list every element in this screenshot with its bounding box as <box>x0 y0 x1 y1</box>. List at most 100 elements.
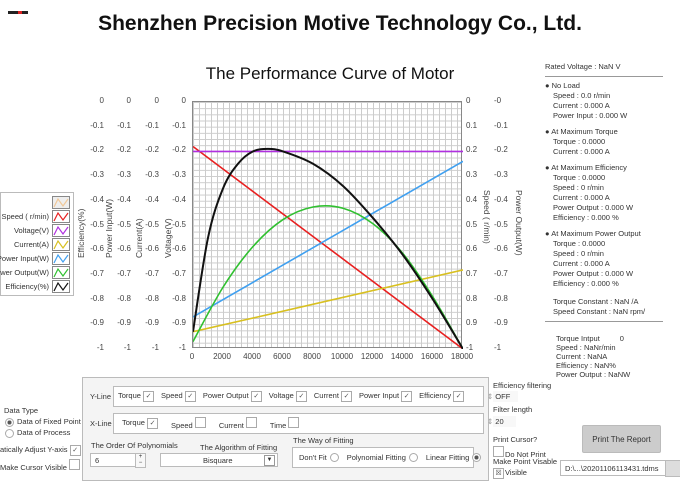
torque-input-value[interactable]: 0 <box>619 334 624 343</box>
y-tick-label: -0.5 <box>172 219 186 229</box>
visible-checkbox[interactable]: ☒ Visible <box>493 468 527 479</box>
legend-label: Current(A) <box>13 240 49 249</box>
xline-option[interactable]: Time <box>270 417 303 430</box>
y-tick-label: -0.6 <box>90 244 104 254</box>
y-tick-label: 0 <box>466 96 471 105</box>
y-axis-label: Speed ( r/min) <box>482 190 492 244</box>
eff-filter-label: Efficiency filtering <box>493 381 552 390</box>
cursor-current: Current : NaNA <box>556 352 608 361</box>
folder-icon[interactable] <box>665 460 680 477</box>
y-tick-label: -0.4 <box>494 194 508 204</box>
info-line: Power Output : 0.000 W <box>553 269 634 278</box>
y-tick-label: -0 <box>494 96 502 105</box>
y-tick-label: -0.4 <box>172 194 186 204</box>
info-block-title: ● At Maximum Power Output <box>545 229 641 238</box>
eff-filter-control[interactable]: ⇕ OFF <box>487 391 519 402</box>
y-tick-label: -0.4 <box>90 194 104 204</box>
y-tick-label: 0 <box>99 96 104 105</box>
info-block-max-torque: ● At Maximum Torque Torque : 0.0000 Curren… <box>545 127 663 157</box>
info-block-title: ● At Maximum Efficiency <box>545 163 627 172</box>
info-line: Torque : 0.0000 <box>553 239 606 248</box>
y-tick-label: -0.8 <box>90 293 104 303</box>
filter-len-control[interactable]: ⇕ 20 <box>487 416 516 427</box>
data-type-process[interactable]: Data of Process <box>2 428 70 438</box>
info-line: Current : 0.000 A <box>553 193 610 202</box>
y-axis-label: Voltage(V) <box>163 218 173 258</box>
y-tick-label: -0.5 <box>494 219 508 229</box>
y-tick-label: -0.8 <box>172 293 186 303</box>
legend-item[interactable]: Voltage(V) <box>14 224 70 237</box>
cursor-efficiency: Efficiency : NaN% <box>556 361 616 370</box>
series-line-efficiency--- <box>193 147 463 349</box>
y-tick-label: -0.8 <box>494 293 508 303</box>
y-tick-label: -0.3 <box>494 170 508 180</box>
yline-option[interactable]: Power Output ✓ <box>203 391 266 402</box>
yline-option[interactable]: Current ✓ <box>314 391 356 402</box>
file-path-input[interactable]: D:\...\20201106113431.tdms <box>560 460 666 476</box>
yline-option[interactable]: Speed ✓ <box>161 391 200 402</box>
do-not-print-checkbox[interactable]: Do Not Print <box>493 446 546 459</box>
xline-option[interactable]: Current <box>219 417 261 430</box>
auto-adjust-y[interactable]: atically Adjust Y-axis ✓ <box>0 445 85 456</box>
y-tick-label: -0.5 <box>90 219 104 229</box>
yline-option[interactable]: Voltage ✓ <box>269 391 311 402</box>
print-report-button[interactable]: Print The Report <box>582 425 661 453</box>
yline-option[interactable]: Power Input ✓ <box>359 391 416 402</box>
y-tick-label: -0.9 <box>494 318 508 328</box>
plot-area[interactable] <box>192 101 463 349</box>
algo-select[interactable]: Bisquare ▼ <box>160 453 278 467</box>
legend-item[interactable]: Efficiency(%) <box>5 280 70 293</box>
y-tick-label: -0.4 <box>145 194 159 204</box>
legend-item[interactable] <box>49 196 70 209</box>
y-tick-label: -0.3 <box>172 170 186 180</box>
legend-label: Voltage(V) <box>13 226 49 235</box>
chart-svg <box>193 145 463 349</box>
legend-label: Power Input(W) <box>0 254 49 263</box>
y-tick-label: 0.4 <box>466 194 478 204</box>
y-tick-label: -0.2 <box>145 145 159 155</box>
info-block-no-load: ● No Load Speed : 0.0 r/min Current : 0.00… <box>545 81 663 121</box>
info-line: Speed : 0 r/min <box>553 183 604 192</box>
legend-item[interactable]: Current(A) <box>14 238 70 251</box>
y-tick-label: -0.8 <box>145 293 159 303</box>
y-tick-label: -1 <box>466 343 474 352</box>
y-tick-label: -0.1 <box>494 120 508 130</box>
torque-constant: Torque Constant : NaN /A <box>553 297 639 306</box>
data-type-fixed[interactable]: Data of Fixed Point <box>2 417 81 427</box>
x-tick-label: 12000 <box>360 352 384 361</box>
legend-item[interactable]: Power Output(W) <box>0 266 70 279</box>
cursor-visible[interactable]: Make Cursor Visible <box>0 459 84 472</box>
chart-title: The Performance Curve of Motor <box>205 64 455 83</box>
yline-option[interactable]: Efficiency ✓ <box>419 391 468 402</box>
series-line-power-output-w- <box>193 204 463 349</box>
y-tick-label: -0.6 <box>117 244 131 254</box>
y-tick-label: -0.9 <box>90 318 104 328</box>
way-option[interactable]: Don't Fit <box>299 453 342 463</box>
y-tick-label: -0.1 <box>90 120 104 130</box>
y-tick-label: -0.6 <box>145 244 159 254</box>
y-tick-label: 0.3 <box>466 170 478 180</box>
y-tick-label: -0.9 <box>172 318 186 328</box>
way-option[interactable]: Polynomial Fitting <box>347 453 421 463</box>
y-tick-label: -0.7 <box>117 268 131 278</box>
xline-option[interactable]: Torque ✓ <box>122 418 162 429</box>
legend-item[interactable]: Power Input(W) <box>0 252 70 265</box>
y-tick-label: -1 <box>178 343 186 352</box>
info-panel: Rated Voltage : NaN V ● No Load Speed : 0… <box>545 62 663 326</box>
x-tick-label: 2000 <box>213 352 231 361</box>
legend-item[interactable]: Speed ( r/min) <box>1 210 70 223</box>
way-option[interactable]: Linear Fitting <box>426 453 484 463</box>
y-tick-label: -0.7 <box>145 268 159 278</box>
order-stepper[interactable]: + − <box>135 453 146 468</box>
legend-swatch-icon <box>52 252 70 265</box>
yline-option[interactable]: Torque ✓ <box>118 391 158 402</box>
info-line: Efficiency : 0.000 % <box>553 213 619 222</box>
y-tick-label: -0.2 <box>172 145 186 155</box>
info-block-title: ● No Load <box>545 81 580 90</box>
xline-option[interactable]: Speed <box>171 417 210 430</box>
legend-swatch-icon <box>52 224 70 237</box>
y-tick-label: -1 <box>96 343 104 352</box>
y-tick-label: 0.5 <box>466 219 478 229</box>
x-tick-label: 8000 <box>303 352 321 361</box>
legend-swatch-icon <box>52 196 70 209</box>
